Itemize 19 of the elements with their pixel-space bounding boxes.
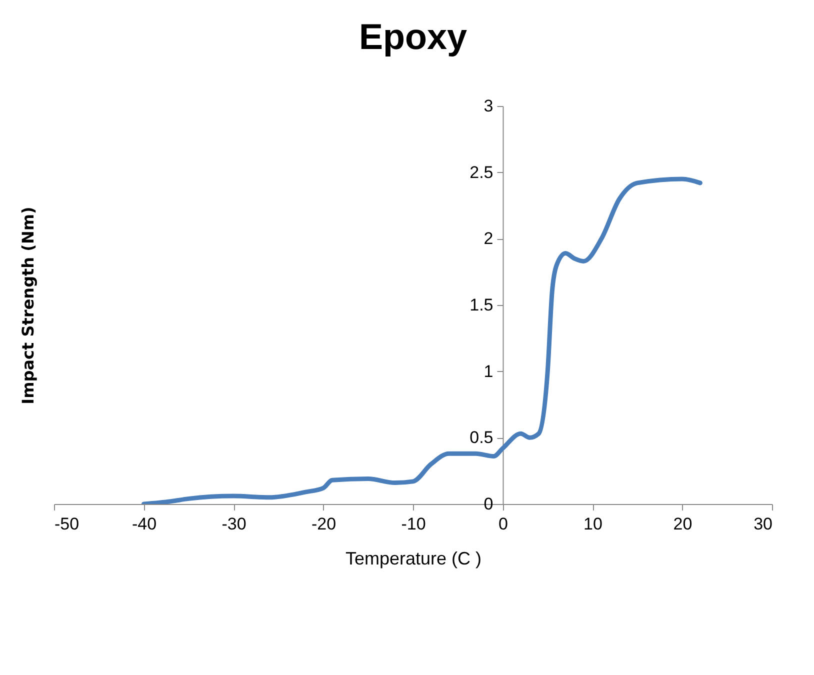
x-tick-label: 0 <box>498 514 508 534</box>
y-tick-label: 1.5 <box>470 296 494 314</box>
y-tick-label: 1 <box>484 362 494 381</box>
x-tick-label: -30 <box>222 514 246 534</box>
y-tick-label: 0 <box>484 494 494 514</box>
y-axis-title: Impact Strength (Nm) <box>18 206 38 404</box>
x-tick-label: 20 <box>673 514 692 534</box>
x-tick-label: 10 <box>584 514 602 534</box>
x-axis-title: Temperature (C ) <box>345 548 482 568</box>
x-tick-label: -50 <box>54 514 80 534</box>
chart-title: Epoxy <box>358 16 468 57</box>
y-tick-label: 0.5 <box>470 428 494 448</box>
x-tick-label: -20 <box>311 514 336 534</box>
x-tick-label: -10 <box>401 514 426 534</box>
y-tick-label: 2.5 <box>470 162 494 182</box>
y-tick-label: 2 <box>484 229 494 248</box>
x-tick-label: -40 <box>132 514 157 534</box>
x-tick-label: 30 <box>754 514 772 534</box>
y-tick-label: 3 <box>484 96 494 116</box>
